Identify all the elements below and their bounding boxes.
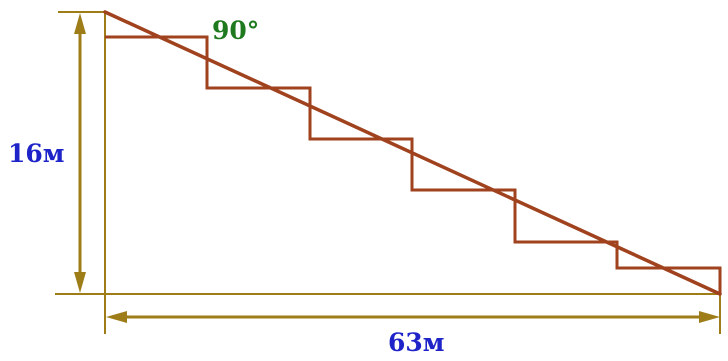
staircase-steps [105, 35, 722, 294]
width-arrowhead-left [106, 311, 127, 323]
width-label: 63м [388, 328, 445, 357]
hypotenuse-line [103, 10, 722, 296]
height-arrowhead-bottom [74, 272, 86, 293]
height-arrow [74, 13, 86, 293]
height-label: 16м [8, 139, 65, 168]
dimension-lines [55, 11, 721, 334]
width-arrowhead-right [699, 311, 720, 323]
height-arrowhead-top [74, 13, 86, 34]
width-arrow [106, 311, 720, 323]
angle-label: 90° [212, 16, 259, 45]
